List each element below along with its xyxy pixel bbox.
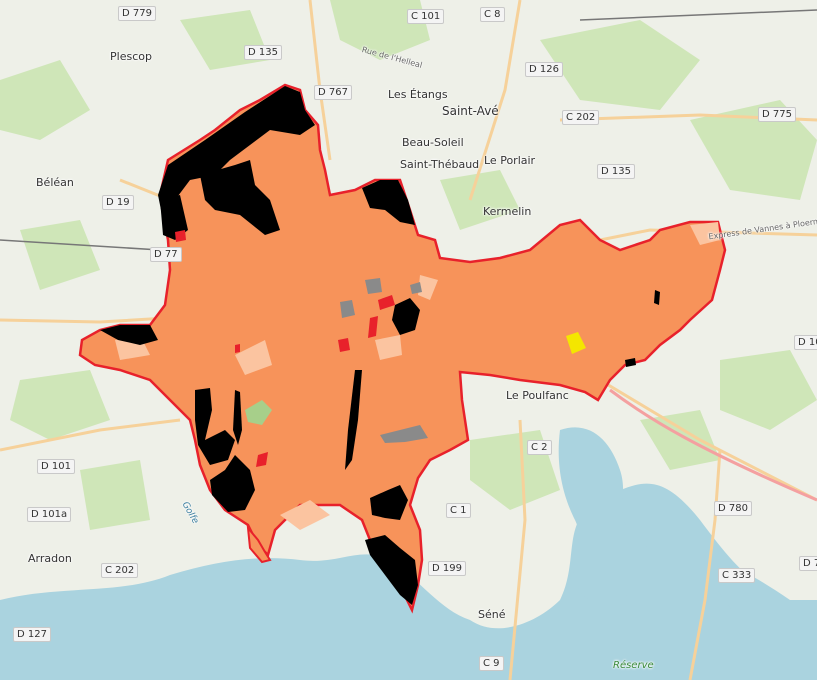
road-label-d7: D 7 xyxy=(799,556,817,571)
road-label-d135-east: D 135 xyxy=(597,164,635,179)
railway xyxy=(0,9,817,251)
yellow-zone xyxy=(566,332,586,354)
road-label-d104: D 104 xyxy=(794,335,817,350)
road-label-c333: C 333 xyxy=(718,568,756,583)
district-tail xyxy=(246,524,272,564)
road-label-d126: D 126 xyxy=(525,62,563,77)
road-label-c101: C 101 xyxy=(407,9,445,24)
road-label-d127: D 127 xyxy=(13,627,51,642)
town-label-sene: Séné xyxy=(478,608,506,621)
road-label-c8: C 8 xyxy=(480,7,505,22)
town-label-saint-ave: Saint-Avé xyxy=(442,104,499,118)
road-label-d101a: D 101a xyxy=(27,507,72,522)
road-label-d780: D 780 xyxy=(714,501,752,516)
road-label-d779: D 779 xyxy=(118,6,156,21)
town-label-les-etangs: Les Étangs xyxy=(388,88,448,101)
road-label-c202-south: C 202 xyxy=(101,563,139,578)
estuary-water xyxy=(558,427,651,604)
town-label-plescop: Plescop xyxy=(110,50,152,63)
town-label-kermelin: Kermelin xyxy=(483,205,532,218)
road-label-c1: C 1 xyxy=(446,503,471,518)
grey-zones xyxy=(340,278,428,443)
road-label-c202-north: C 202 xyxy=(562,110,600,125)
town-label-beau-soleil: Beau-Soleil xyxy=(402,136,464,149)
red-zones xyxy=(175,230,395,467)
road-label-c2: C 2 xyxy=(527,440,552,455)
town-label-belean: Béléan xyxy=(36,176,74,189)
road-label-d767: D 767 xyxy=(314,85,352,100)
road-label-d775: D 775 xyxy=(758,107,796,122)
town-label-saint-thebaud: Saint-Thébaud xyxy=(400,158,480,171)
town-label-arradon: Arradon xyxy=(28,552,72,565)
road-label-d19: D 19 xyxy=(102,195,134,210)
road-label-c9: C 9 xyxy=(479,656,504,671)
road-label-d135-north: D 135 xyxy=(244,45,282,60)
dark-zones xyxy=(100,86,660,605)
town-label-le-porlair: Le Porlair xyxy=(484,154,536,167)
road-label-d77: D 77 xyxy=(150,247,182,262)
expressway xyxy=(609,388,817,502)
nature-label-reserve: Réserve xyxy=(613,660,654,671)
road-label-d199: D 199 xyxy=(428,561,466,576)
road-label-d101: D 101 xyxy=(37,459,75,474)
town-label-le-poulfanc: Le Poulfanc xyxy=(506,389,569,402)
green-zone xyxy=(245,400,272,425)
